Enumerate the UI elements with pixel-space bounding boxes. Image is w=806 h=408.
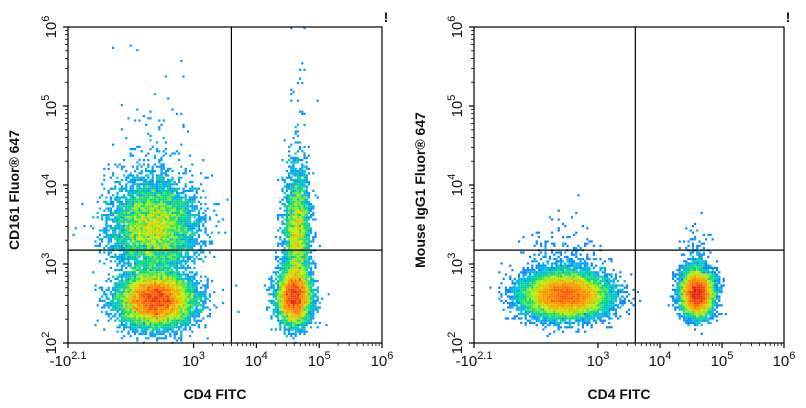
y-tick-label: 104	[40, 174, 60, 197]
corner-mark: !	[786, 9, 791, 25]
x-tick-label: 103	[587, 350, 610, 370]
event-density	[72, 27, 330, 344]
x-tick-label: 104	[245, 350, 268, 370]
density-plot-cd161: -102.1 103 104 105 106 102 103 104 105 106 CD4 F…	[6, 9, 393, 402]
y-tick-label: 103	[40, 253, 60, 276]
y-tick-label: 103	[446, 253, 466, 276]
x-axis-label: CD4 FITC	[588, 386, 651, 402]
x-axis-ticks: -102.1 103 104 105 106	[50, 343, 394, 370]
corner-mark: !	[384, 9, 389, 25]
x-tick-label: 105	[308, 350, 331, 370]
y-tick-label: 105	[40, 95, 60, 118]
event-density	[489, 194, 727, 338]
y-tick-label: 106	[446, 16, 466, 39]
y-tick-label: 106	[40, 16, 60, 39]
x-axis-label: CD4 FITC	[184, 386, 247, 402]
x-tick-label: 103	[182, 350, 205, 370]
y-axis-label: Mouse IgG1 Fluor® 647	[412, 112, 428, 268]
y-tick-label: 102	[40, 332, 60, 355]
y-axis-label: CD161 Fluor® 647	[6, 130, 22, 250]
x-tick-label: 105	[711, 350, 734, 370]
x-tick-label: -102.1	[50, 350, 87, 370]
x-tick-label: -102.1	[456, 350, 493, 370]
x-axis-ticks: -102.1 103 104 105 106	[456, 343, 796, 370]
y-tick-label: 105	[446, 95, 466, 118]
y-axis-ticks: 102 103 104 105 106	[40, 16, 68, 355]
x-tick-label: 106	[773, 350, 796, 370]
x-tick-label: 104	[649, 350, 672, 370]
y-axis-ticks: 102 103 104 105 106	[446, 16, 474, 355]
x-tick-label: 106	[371, 350, 394, 370]
y-tick-label: 102	[446, 332, 466, 355]
density-plot-isotype-control: -102.1 103 104 105 106 102 103 104 105 106 CD4 F…	[412, 9, 795, 402]
y-tick-label: 104	[446, 174, 466, 197]
